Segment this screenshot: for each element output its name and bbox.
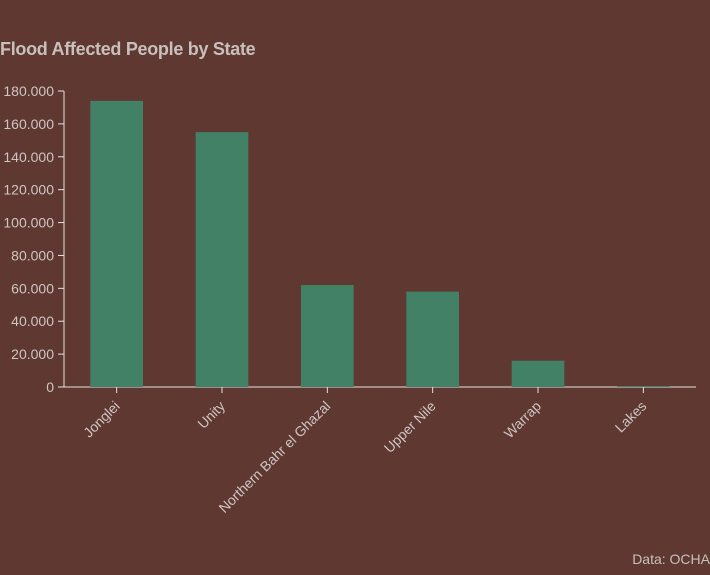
x-tick-label: Northern Bahr el Ghazal [215,398,333,516]
y-tick-label: 0 [46,379,54,395]
bar [301,285,354,387]
bar [617,386,670,387]
bars-group [90,100,670,387]
y-tick-label: 20.000 [11,346,54,362]
y-tick-label: 100.000 [3,215,54,231]
x-tick-label: Lakes [612,398,650,436]
bar [195,132,249,387]
x-tick-label: Warrap [501,398,545,442]
chart-title: Flood Affected People by State [0,39,256,59]
bar [511,360,565,387]
y-tick-label: 140.000 [3,149,54,165]
source-note: Data: OCHA [632,551,710,567]
bar [90,100,143,387]
x-tick-label: Unity [194,398,228,432]
y-tick-label: 180.000 [3,83,54,99]
x-tick-label: Upper Nile [381,398,439,456]
y-tick-label: 160.000 [3,116,54,132]
y-tick-label: 120.000 [3,182,54,198]
y-tick-label: 60.000 [11,280,54,296]
bar [406,291,459,387]
x-tick-label: Jonglei [80,398,123,441]
y-tick-label: 40.000 [11,313,54,329]
y-axis: 0 20.000 40.000 60.000 80.000 100.000 120.000 1… [3,83,65,395]
y-tick-label: 80.000 [11,247,54,263]
